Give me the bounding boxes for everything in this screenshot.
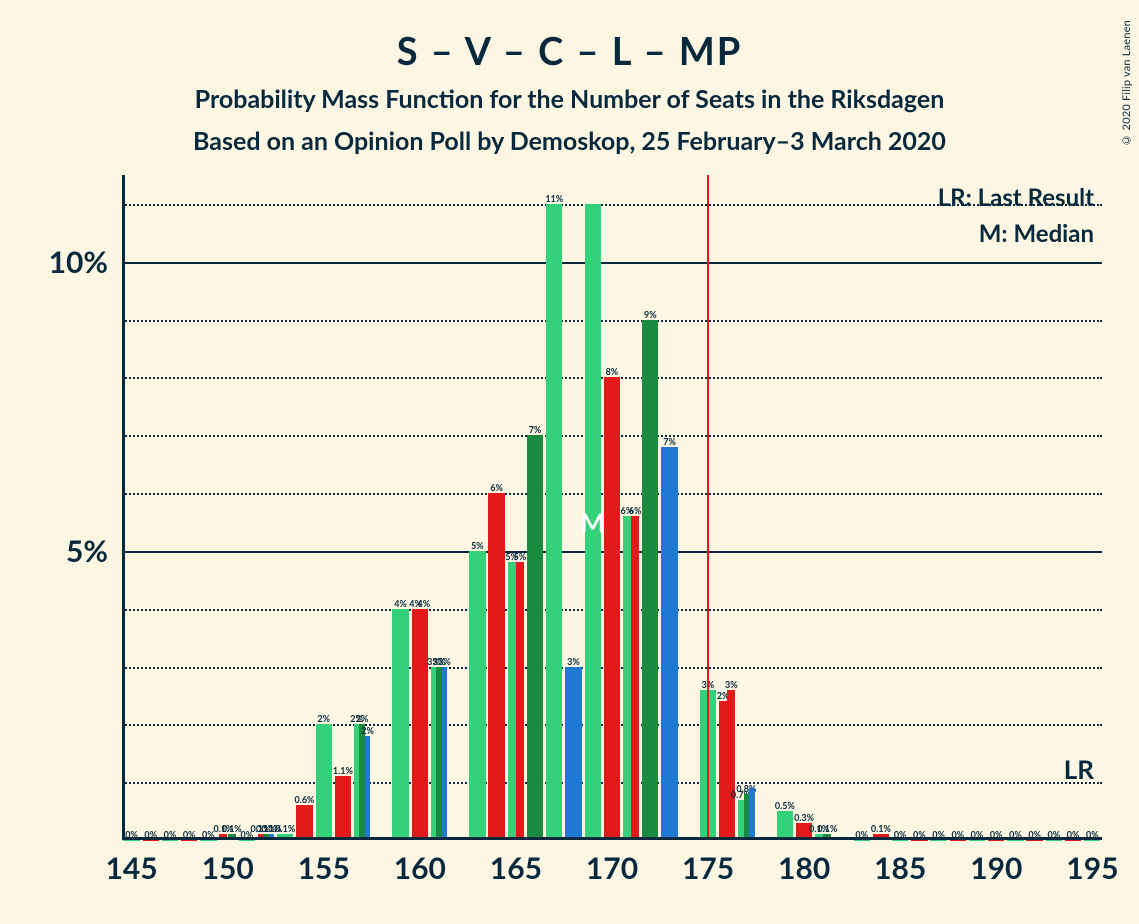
chart-bar: 3% — [431, 667, 436, 840]
legend-last-result: LR: Last Result — [938, 183, 1094, 212]
chart-bar: 0.7% — [738, 800, 743, 840]
x-tick-label: 150 — [202, 850, 254, 886]
y-axis-line — [122, 175, 125, 840]
y-tick-label: 5% — [66, 533, 108, 569]
chart-subtitle-2: Based on an Opinion Poll by Demoskop, 25… — [0, 126, 1139, 156]
chart-bar: 1.1% — [335, 776, 351, 840]
x-tick-label: 175 — [682, 850, 734, 886]
bar-value-label: 0.1% — [817, 823, 837, 834]
x-tick-label: 190 — [970, 850, 1022, 886]
chart-bar: 6% — [623, 516, 631, 840]
copyright-label: © 2020 Filip van Laenen — [1120, 20, 1133, 147]
chart-plot-area: 0%0%0%0%0%0.1%0.1%0%0.1%0.1%0.1%0.1%0.6%… — [122, 175, 1102, 840]
bar-value-label: 3% — [438, 656, 451, 667]
x-tick-label: 170 — [586, 850, 638, 886]
chart-bar: 5% — [469, 551, 485, 840]
chart-bar: 9% — [642, 320, 658, 840]
bar-value-label: 4% — [394, 598, 407, 609]
bar-value-label: 9% — [644, 309, 657, 320]
chart-bar: 2% — [365, 736, 370, 840]
bar-value-label: 2% — [356, 713, 369, 724]
x-tick-label: 185 — [874, 850, 926, 886]
bar-value-label: 2% — [361, 725, 374, 736]
bar-value-label: 2% — [317, 713, 330, 724]
chart-bar: 6% — [631, 516, 639, 840]
bar-value-label: 8% — [606, 366, 619, 377]
bar-value-label: 5% — [514, 551, 527, 562]
chart-bar: 4% — [412, 609, 420, 840]
x-tick-label: 145 — [105, 850, 157, 886]
bar-value-label: 5% — [471, 540, 484, 551]
x-tick-label: 180 — [778, 850, 830, 886]
chart-bar: 2% — [719, 701, 727, 840]
x-axis-line — [122, 837, 1102, 840]
bar-value-label: 1.1% — [333, 765, 353, 776]
chart-bar: 3% — [442, 667, 447, 840]
bar-value-label: 4% — [418, 598, 431, 609]
chart-bar: 7% — [661, 447, 677, 840]
median-marker: M — [580, 506, 605, 538]
chart-bar: 6% — [488, 493, 504, 840]
chart-bar: 11% — [546, 204, 562, 840]
y-tick-label: 10% — [49, 244, 108, 280]
chart-bar: 0.8% — [744, 794, 749, 840]
chart-bar: 0.6% — [296, 805, 312, 840]
chart-bar: 2% — [354, 724, 359, 840]
x-tick-label: 195 — [1066, 850, 1118, 886]
chart-bar: 5% — [508, 562, 516, 840]
chart-title: S – V – C – L – MP — [0, 28, 1139, 74]
bar-value-label: 3% — [725, 679, 738, 690]
chart-bar: 2% — [359, 724, 364, 840]
chart-bar: 3% — [565, 667, 581, 840]
chart-subtitle-1: Probability Mass Function for the Number… — [0, 84, 1139, 114]
bar-value-label: 3% — [567, 656, 580, 667]
bar-value-label: 0.5% — [775, 800, 795, 811]
bar-value-label: 0.1% — [871, 823, 891, 834]
last-result-label: LR — [1064, 753, 1094, 785]
bar-value-label: 11% — [545, 193, 563, 204]
x-tick-label: 160 — [394, 850, 446, 886]
bar-value-label: 7% — [663, 436, 676, 447]
last-result-line — [707, 175, 709, 840]
legend-median: M: Median — [979, 219, 1094, 248]
chart-bar: 5% — [516, 562, 524, 840]
chart-bar: 3% — [436, 667, 441, 840]
bar-value-label: 0.1% — [275, 823, 295, 834]
x-tick-label: 165 — [490, 850, 542, 886]
bar-value-label: 0.3% — [794, 812, 814, 823]
chart-bar: 2% — [316, 724, 332, 840]
bar-value-label: 0.1% — [222, 823, 242, 834]
chart-bar: 7% — [527, 435, 543, 840]
chart-bar: 0.5% — [777, 811, 793, 840]
bar-value-label: 6% — [629, 505, 642, 516]
bar-value-label: 7% — [529, 424, 542, 435]
chart-bar: M — [585, 204, 601, 840]
chart-bar: 4% — [420, 609, 428, 840]
chart-bar — [749, 788, 754, 840]
x-tick-label: 155 — [298, 850, 350, 886]
bar-value-label: 6% — [490, 482, 503, 493]
chart-bar: 4% — [392, 609, 408, 840]
chart-bar: 3% — [727, 690, 735, 840]
bar-value-label: 0.6% — [294, 794, 314, 805]
chart-bar: 8% — [604, 377, 620, 840]
